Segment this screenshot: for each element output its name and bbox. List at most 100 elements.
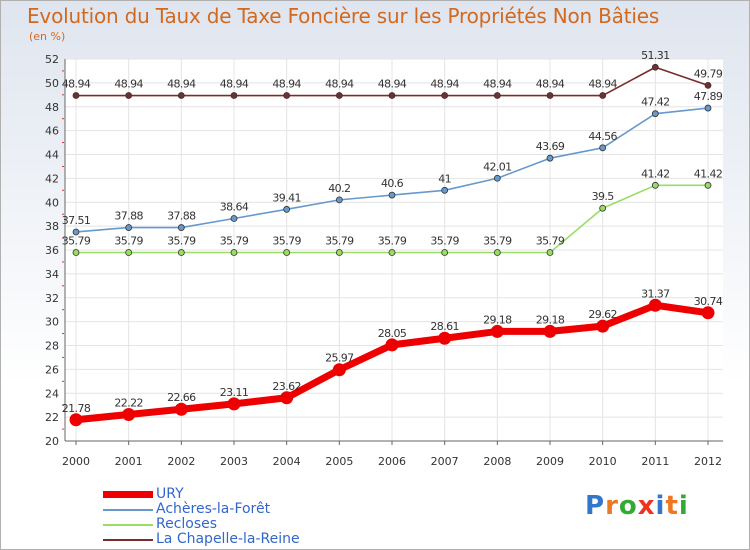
data-point xyxy=(125,92,133,99)
data-label: 35.79 xyxy=(536,235,565,248)
data-label: 35.79 xyxy=(430,235,459,248)
x-tick-label: 2003 xyxy=(220,455,248,468)
y-tick-label: 26 xyxy=(45,363,59,376)
data-point xyxy=(546,92,554,99)
data-label: 48.94 xyxy=(536,78,565,91)
logo-letter: P xyxy=(585,491,606,521)
y-tick-label: 22 xyxy=(45,411,59,424)
data-label: 23.62 xyxy=(272,380,301,393)
x-tick-label: 2008 xyxy=(483,455,511,468)
data-point xyxy=(388,92,396,99)
data-point xyxy=(599,92,607,99)
data-point xyxy=(332,363,346,377)
data-point xyxy=(283,249,291,256)
data-label: 25.97 xyxy=(325,352,354,365)
data-label: 28.61 xyxy=(430,320,459,333)
chart-legend: URY Achères-la-Forêt Recloses La Chapelle-l… xyxy=(103,487,300,547)
data-point xyxy=(596,319,610,333)
data-point xyxy=(493,249,501,256)
data-point xyxy=(125,224,133,231)
legend-swatch xyxy=(103,508,153,511)
data-point xyxy=(177,249,185,256)
data-point xyxy=(441,92,449,99)
data-point xyxy=(441,249,449,256)
data-point xyxy=(704,104,712,112)
data-label: 42.01 xyxy=(483,160,512,173)
y-tick-label: 42 xyxy=(45,172,59,185)
data-label: 37.51 xyxy=(62,214,91,227)
data-point xyxy=(704,181,712,189)
data-label: 23.11 xyxy=(220,386,249,399)
data-point xyxy=(599,204,607,212)
x-tick-label: 2001 xyxy=(115,455,143,468)
data-point xyxy=(651,181,659,189)
data-label: 47.89 xyxy=(694,90,723,103)
y-tick-label: 48 xyxy=(45,101,59,114)
data-point xyxy=(651,110,659,118)
chart-subtitle: (en %) xyxy=(29,30,66,43)
x-tick-label: 2010 xyxy=(589,455,617,468)
data-point xyxy=(388,249,396,256)
data-point xyxy=(599,144,607,152)
data-point xyxy=(280,391,294,405)
data-point xyxy=(72,228,80,236)
data-point xyxy=(651,63,659,71)
data-label: 35.79 xyxy=(378,235,407,248)
data-label: 41 xyxy=(438,172,451,185)
data-label: 48.94 xyxy=(378,78,407,91)
logo-letter: r xyxy=(605,491,619,521)
legend-label: La Chapelle-la-Reine xyxy=(156,531,300,547)
data-point xyxy=(388,191,396,199)
legend-label: URY xyxy=(156,486,184,502)
data-label: 31.37 xyxy=(641,287,670,300)
data-label: 28.05 xyxy=(378,327,407,340)
data-point xyxy=(704,81,712,89)
data-label: 30.74 xyxy=(694,295,723,308)
y-tick-label: 30 xyxy=(45,316,59,329)
y-tick-label: 44 xyxy=(45,149,59,162)
data-point xyxy=(125,249,133,256)
data-label: 29.18 xyxy=(483,313,512,326)
data-point xyxy=(546,249,554,256)
data-point xyxy=(177,224,185,231)
data-point xyxy=(493,174,501,182)
data-label: 41.42 xyxy=(641,167,670,180)
logo-letter: i xyxy=(655,491,666,521)
y-tick-label: 52 xyxy=(45,53,59,66)
legend-swatch xyxy=(103,491,153,498)
x-tick-label: 2009 xyxy=(536,455,564,468)
data-point xyxy=(69,413,83,427)
data-label: 47.42 xyxy=(641,96,670,109)
logo-letter: i xyxy=(678,491,689,521)
legend-item: La Chapelle-la-Reine xyxy=(103,532,300,547)
data-label: 35.79 xyxy=(483,235,512,248)
data-point xyxy=(546,154,554,162)
data-label: 21.78 xyxy=(62,402,91,415)
data-point xyxy=(227,397,241,411)
y-tick-label: 50 xyxy=(45,77,59,90)
y-tick-label: 46 xyxy=(45,125,59,138)
legend-item: Achères-la-Forêt xyxy=(103,502,300,517)
data-label: 48.94 xyxy=(167,78,196,91)
y-tick-label: 24 xyxy=(45,387,59,400)
data-label: 40.6 xyxy=(381,177,404,190)
y-tick-label: 28 xyxy=(45,340,59,353)
data-label: 35.79 xyxy=(272,235,301,248)
legend-swatch xyxy=(103,523,153,526)
data-point xyxy=(230,92,238,99)
data-label: 35.79 xyxy=(325,235,354,248)
x-tick-label: 2004 xyxy=(273,455,301,468)
data-label: 48.94 xyxy=(588,78,617,91)
data-point xyxy=(122,407,136,421)
data-label: 44.56 xyxy=(588,130,617,143)
y-tick-label: 40 xyxy=(45,196,59,209)
data-label: 35.79 xyxy=(114,235,143,248)
proxiti-logo: Proxiti xyxy=(585,491,689,521)
data-point xyxy=(230,249,238,256)
data-label: 22.22 xyxy=(114,396,143,409)
data-point xyxy=(493,92,501,99)
data-label: 40.2 xyxy=(328,182,350,195)
data-point xyxy=(72,249,80,256)
data-point xyxy=(72,92,80,99)
